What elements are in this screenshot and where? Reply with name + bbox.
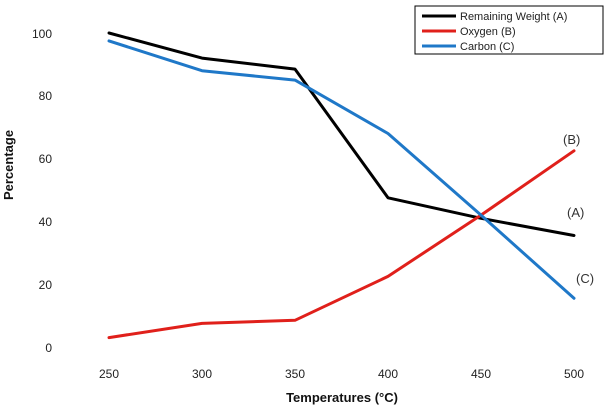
y-tick-label: 60 — [39, 152, 53, 166]
x-tick-label: 250 — [99, 367, 119, 381]
x-tick-label: 400 — [378, 367, 398, 381]
x-tick-label: 450 — [471, 367, 491, 381]
y-tick-label: 80 — [39, 89, 53, 103]
x-tick-label: 350 — [285, 367, 305, 381]
y-tick-label: 0 — [45, 341, 52, 355]
x-axis-ticks: 250 300 350 400 450 500 — [99, 367, 584, 381]
y-axis-ticks: 0 20 40 60 80 100 — [32, 27, 52, 355]
y-tick-label: 40 — [39, 215, 53, 229]
y-tick-label: 100 — [32, 27, 52, 41]
legend-label-remaining-weight: Remaining Weight (A) — [460, 11, 567, 23]
y-tick-label: 20 — [39, 278, 53, 292]
x-tick-label: 500 — [564, 367, 584, 381]
series-line-oxygen — [107, 149, 576, 340]
y-axis-title: Percentage — [1, 130, 16, 200]
legend: Remaining Weight (A) Oxygen (B) Carbon (… — [414, 5, 604, 55]
series-annotation-b: (B) — [563, 132, 580, 147]
series-line-remaining-weight — [107, 31, 576, 237]
series-annotation-a: (A) — [567, 205, 584, 220]
series-layer — [107, 31, 576, 340]
legend-label-carbon: Carbon (C) — [460, 41, 514, 53]
x-axis-title: Temperatures (°C) — [286, 390, 398, 405]
series-line-carbon — [107, 39, 576, 300]
series-annotation-c: (C) — [576, 271, 594, 286]
x-tick-label: 300 — [192, 367, 212, 381]
legend-label-oxygen: Oxygen (B) — [460, 26, 516, 38]
